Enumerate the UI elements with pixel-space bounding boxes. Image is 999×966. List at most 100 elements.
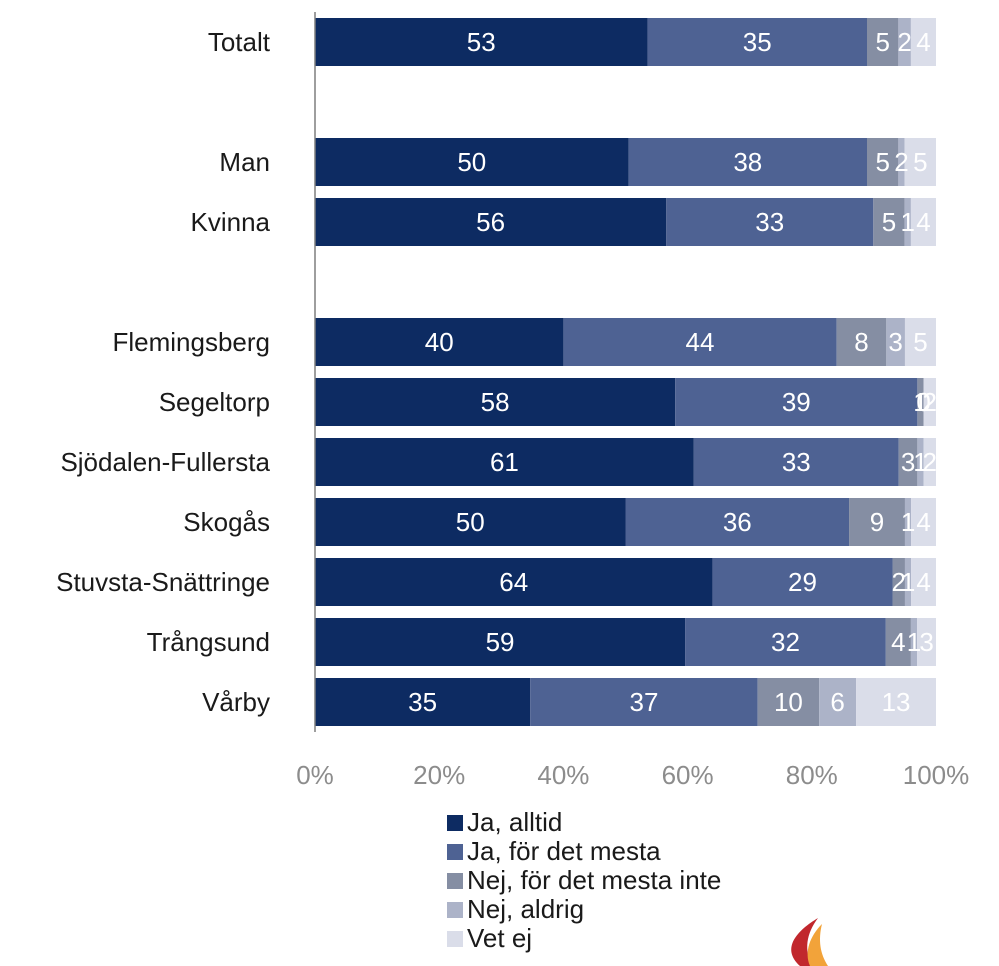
bar-varby-nej-aldrig [819, 678, 857, 726]
legend-item-vet-ej: Vet ej [447, 923, 721, 953]
data-label-sjodalen-fullersta-vet-ej: 2 [923, 447, 937, 477]
data-label-man-ja-alltid: 50 [457, 147, 486, 177]
data-label-man-nej-for-det-mesta-inte: 5 [875, 147, 889, 177]
data-label-man-vet-ej: 5 [913, 147, 927, 177]
x-tick-label-5: 100% [903, 760, 970, 790]
data-label-kvinna-nej-aldrig: 1 [901, 207, 915, 237]
data-label-flemingsberg-vet-ej: 5 [913, 327, 927, 357]
bar-varby-nej-for-det-mesta-inte [757, 678, 820, 726]
category-label-totalt: Totalt [208, 27, 271, 57]
bar-flemingsberg-vet-ej [904, 318, 936, 366]
bar-sjodalen-fullersta-vet-ej [923, 438, 936, 486]
bar-stuvsta-snattringe-nej-aldrig [904, 558, 912, 606]
category-label-flemingsberg: Flemingsberg [112, 327, 270, 357]
bar-varby-vet-ej [856, 678, 936, 726]
x-tick-label-3: 60% [662, 760, 714, 790]
bar-stuvsta-snattringe-ja-alltid [315, 558, 713, 606]
legend-label-nej-for-det-mesta-inte: Nej, för det mesta inte [467, 865, 722, 895]
x-tick-label-2: 40% [537, 760, 589, 790]
data-label-flemingsberg-nej-aldrig: 3 [888, 327, 902, 357]
data-label-flemingsberg-ja-alltid: 40 [425, 327, 454, 357]
data-label-skogas-nej-for-det-mesta-inte: 9 [870, 507, 884, 537]
bar-sjodalen-fullersta-nej-aldrig [917, 438, 924, 486]
bar-stuvsta-snattringe-ja-for-det-mesta [712, 558, 893, 606]
bar-stuvsta-snattringe-vet-ej [911, 558, 936, 606]
legend-label-ja-for-det-mesta: Ja, för det mesta [467, 836, 661, 866]
legend-label-vet-ej: Vet ej [467, 923, 533, 953]
legend-swatch-ja-for-det-mesta [447, 843, 463, 860]
bar-sjodalen-fullersta-nej-for-det-mesta-inte [898, 438, 918, 486]
data-label-segeltorp-nej-for-det-mesta-inte: 1 [913, 387, 927, 417]
bar-kvinna-nej-aldrig [904, 198, 911, 246]
category-label-skogas: Skogås [183, 507, 270, 537]
category-label-sjodalen-fullersta: Sjödalen-Fullersta [60, 447, 270, 477]
data-label-totalt-nej-for-det-mesta-inte: 5 [875, 27, 889, 57]
bar-sjodalen-fullersta-ja-for-det-mesta [693, 438, 899, 486]
legend-item-ja-for-det-mesta: Ja, för det mesta [447, 836, 721, 866]
data-label-sjodalen-fullersta-nej-aldrig: 1 [913, 447, 927, 477]
data-label-segeltorp-nej-aldrig: 0 [916, 387, 930, 417]
data-label-skogas-nej-aldrig: 1 [901, 507, 915, 537]
data-label-flemingsberg-ja-for-det-mesta: 44 [686, 327, 715, 357]
bar-flemingsberg-nej-for-det-mesta-inte [836, 318, 887, 366]
data-label-sjodalen-fullersta-ja-alltid: 61 [490, 447, 519, 477]
bar-man-nej-aldrig [898, 138, 905, 186]
data-label-segeltorp-ja-alltid: 58 [481, 387, 510, 417]
legend-swatch-ja-alltid [447, 814, 463, 831]
legend-item-nej-for-det-mesta-inte: Nej, för det mesta inte [447, 865, 722, 895]
legend-swatch-nej-aldrig [447, 901, 463, 918]
bar-segeltorp-vet-ej [923, 378, 936, 426]
bar-trangsund-nej-aldrig [910, 618, 918, 666]
bar-skogas-ja-for-det-mesta [625, 498, 850, 546]
data-label-stuvsta-snattringe-ja-alltid: 64 [499, 567, 528, 597]
bar-segeltorp-nej-for-det-mesta-inte [917, 378, 924, 426]
bar-flemingsberg-ja-for-det-mesta [563, 318, 837, 366]
legend-swatch-nej-for-det-mesta-inte [447, 872, 463, 889]
bar-stuvsta-snattringe-nej-for-det-mesta-inte [892, 558, 905, 606]
data-label-stuvsta-snattringe-vet-ej: 4 [916, 567, 930, 597]
bar-totalt-ja-alltid [315, 18, 648, 66]
x-tick-label-0: 0% [296, 760, 334, 790]
data-label-trangsund-nej-for-det-mesta-inte: 4 [891, 627, 905, 657]
bar-flemingsberg-ja-alltid [315, 318, 564, 366]
bar-segeltorp-ja-alltid [315, 378, 676, 426]
legend-item-ja-alltid: Ja, alltid [447, 807, 721, 837]
data-label-varby-nej-for-det-mesta-inte: 10 [774, 687, 803, 717]
category-label-segeltorp: Segeltorp [159, 387, 270, 417]
bar-man-ja-for-det-mesta [628, 138, 867, 186]
data-label-sjodalen-fullersta-ja-for-det-mesta: 33 [782, 447, 811, 477]
bar-trangsund-ja-alltid [315, 618, 686, 666]
category-label-varby: Vårby [202, 687, 270, 717]
data-label-totalt-vet-ej: 4 [916, 27, 930, 57]
bar-kvinna-ja-alltid [315, 198, 667, 246]
legend-swatch-vet-ej [447, 930, 463, 947]
bar-kvinna-nej-for-det-mesta-inte [873, 198, 905, 246]
data-label-stuvsta-snattringe-nej-aldrig: 1 [901, 567, 915, 597]
category-label-trangsund: Trångsund [147, 627, 270, 657]
legend: Ja, alltid Ja, för det mesta Nej, för det … [447, 807, 722, 953]
data-label-varby-ja-alltid: 35 [408, 687, 437, 717]
data-label-stuvsta-snattringe-nej-for-det-mesta-inte: 2 [892, 567, 906, 597]
data-label-varby-ja-for-det-mesta: 37 [629, 687, 658, 717]
bar-skogas-vet-ej [911, 498, 936, 546]
bar-skogas-nej-aldrig [904, 498, 912, 546]
data-label-sjodalen-fullersta-nej-for-det-mesta-inte: 3 [901, 447, 915, 477]
logo-icon [791, 918, 828, 966]
data-label-skogas-ja-for-det-mesta: 36 [723, 507, 752, 537]
category-label-man: Man [219, 147, 270, 177]
data-label-varby-vet-ej: 13 [882, 687, 911, 717]
bar-man-ja-alltid [315, 138, 629, 186]
data-label-totalt-nej-aldrig: 2 [897, 27, 911, 57]
data-label-skogas-ja-alltid: 50 [456, 507, 485, 537]
bar-trangsund-nej-for-det-mesta-inte [885, 618, 911, 666]
bar-kvinna-ja-for-det-mesta [666, 198, 874, 246]
data-label-trangsund-nej-aldrig: 1 [907, 627, 921, 657]
data-label-man-ja-for-det-mesta: 38 [733, 147, 762, 177]
bar-skogas-nej-for-det-mesta-inte [849, 498, 905, 546]
bar-segeltorp-ja-for-det-mesta [675, 378, 918, 426]
bar-flemingsberg-nej-aldrig [886, 318, 905, 366]
x-tick-label-1: 20% [413, 760, 465, 790]
data-label-trangsund-vet-ej: 3 [919, 627, 933, 657]
legend-label-ja-alltid: Ja, alltid [467, 807, 563, 837]
